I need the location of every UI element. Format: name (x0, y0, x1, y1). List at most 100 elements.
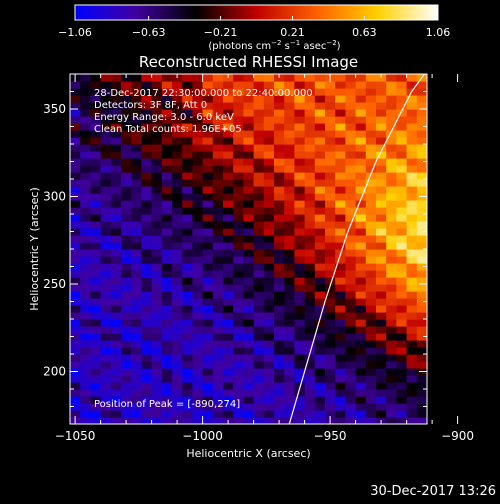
heatmap-cell (386, 214, 397, 222)
heatmap-cell (325, 382, 336, 390)
heatmap-cell (100, 284, 112, 292)
heatmap-cell (325, 340, 336, 348)
heatmap-cell (304, 284, 316, 292)
heatmap-cell (304, 130, 316, 138)
heatmap-cell (365, 95, 377, 103)
heatmap-cell (294, 375, 306, 383)
heatmap-cell (304, 396, 316, 404)
heatmap-cell (396, 179, 408, 187)
heatmap-cell (141, 305, 153, 313)
colorbar-tick-label: 1.06 (426, 26, 451, 39)
heatmap-cell (325, 144, 336, 152)
heatmap-cell (345, 81, 357, 89)
heatmap-cell (212, 235, 224, 243)
heatmap-cell (335, 326, 346, 334)
heatmap-cell (110, 186, 122, 194)
heatmap-cell (406, 389, 418, 397)
heatmap-cell (161, 298, 173, 306)
heatmap-cell (131, 109, 142, 117)
heatmap-cell (304, 368, 316, 376)
heatmap-cell (141, 284, 153, 292)
heatmap-cell (100, 410, 112, 418)
heatmap-cell (396, 74, 408, 82)
heatmap-cell (100, 242, 112, 250)
heatmap-cell (355, 249, 367, 257)
heatmap-cell (325, 179, 336, 187)
heatmap-cell (396, 165, 408, 173)
heatmap-cell (253, 207, 265, 215)
heatmap-cell (192, 284, 204, 292)
heatmap-cell (110, 158, 122, 166)
heatmap-cell (386, 207, 397, 215)
heatmap-cell (304, 102, 316, 110)
heatmap-cell (212, 410, 224, 418)
heatmap-cell (376, 410, 387, 418)
heatmap-cell (416, 375, 427, 383)
heatmap-cell (365, 165, 377, 173)
heatmap-cell (284, 347, 295, 355)
heatmap-cell (141, 312, 153, 320)
heatmap-cell (100, 158, 112, 166)
heatmap-cell (70, 88, 81, 96)
heatmap-cell (80, 228, 91, 236)
heatmap-cell (355, 102, 367, 110)
heatmap-cell (335, 270, 346, 278)
heatmap-cell (243, 74, 255, 82)
heatmap-cell (202, 417, 214, 424)
heatmap-cell (314, 242, 326, 250)
heatmap-cell (386, 88, 397, 96)
heatmap-cell (202, 207, 214, 215)
heatmap-cell (243, 165, 255, 173)
heatmap-cell (376, 270, 387, 278)
heatmap-cell (192, 242, 204, 250)
heatmap-cell (335, 319, 346, 327)
heatmap-cell (192, 417, 204, 424)
heatmap-cell (294, 368, 306, 376)
heatmap-cell (161, 263, 173, 271)
heatmap-cell (365, 109, 377, 117)
heatmap-cell (121, 368, 132, 376)
heatmap-cell (294, 333, 306, 341)
heatmap-cell (365, 102, 377, 110)
heatmap-cell (192, 137, 204, 145)
heatmap-cell (161, 382, 173, 390)
heatmap-cell (284, 179, 295, 187)
heatmap-cell (386, 396, 397, 404)
heatmap-cell (274, 319, 285, 327)
heatmap-cell (304, 193, 316, 201)
heatmap-cell (182, 179, 193, 187)
heatmap-cell (121, 165, 132, 173)
heatmap-cell (325, 172, 336, 180)
heatmap-cell (151, 179, 163, 187)
heatmap-cell (233, 109, 244, 117)
heatmap-cell (233, 151, 244, 159)
heatmap-cell (253, 172, 265, 180)
heatmap-cell (110, 256, 122, 264)
heatmap-cell (355, 172, 367, 180)
heatmap-cell (345, 333, 357, 341)
heatmap-cell (396, 158, 408, 166)
heatmap-cell (161, 340, 173, 348)
heatmap-cell (325, 88, 336, 96)
heatmap-cell (314, 347, 326, 355)
heatmap-cell (202, 116, 214, 124)
heatmap-cell (314, 298, 326, 306)
heatmap-cell (161, 249, 173, 257)
heatmap-cell (304, 361, 316, 369)
heatmap-cell (325, 221, 336, 229)
heatmap-cell (243, 88, 255, 96)
heatmap-cell (386, 158, 397, 166)
heatmap-cell (80, 326, 91, 334)
heatmap-cell (365, 312, 377, 320)
heatmap-cell (182, 249, 193, 257)
heatmap-cell (294, 137, 306, 145)
heatmap-cell (294, 270, 306, 278)
colorbar-tick-label: −1.06 (58, 26, 92, 39)
heatmap-cell (151, 235, 163, 243)
heatmap-cell (335, 235, 346, 243)
heatmap-cell (131, 172, 142, 180)
heatmap-cell (406, 151, 418, 159)
heatmap-cell (121, 375, 132, 383)
heatmap-cell (355, 368, 367, 376)
heatmap-cell (304, 74, 316, 82)
